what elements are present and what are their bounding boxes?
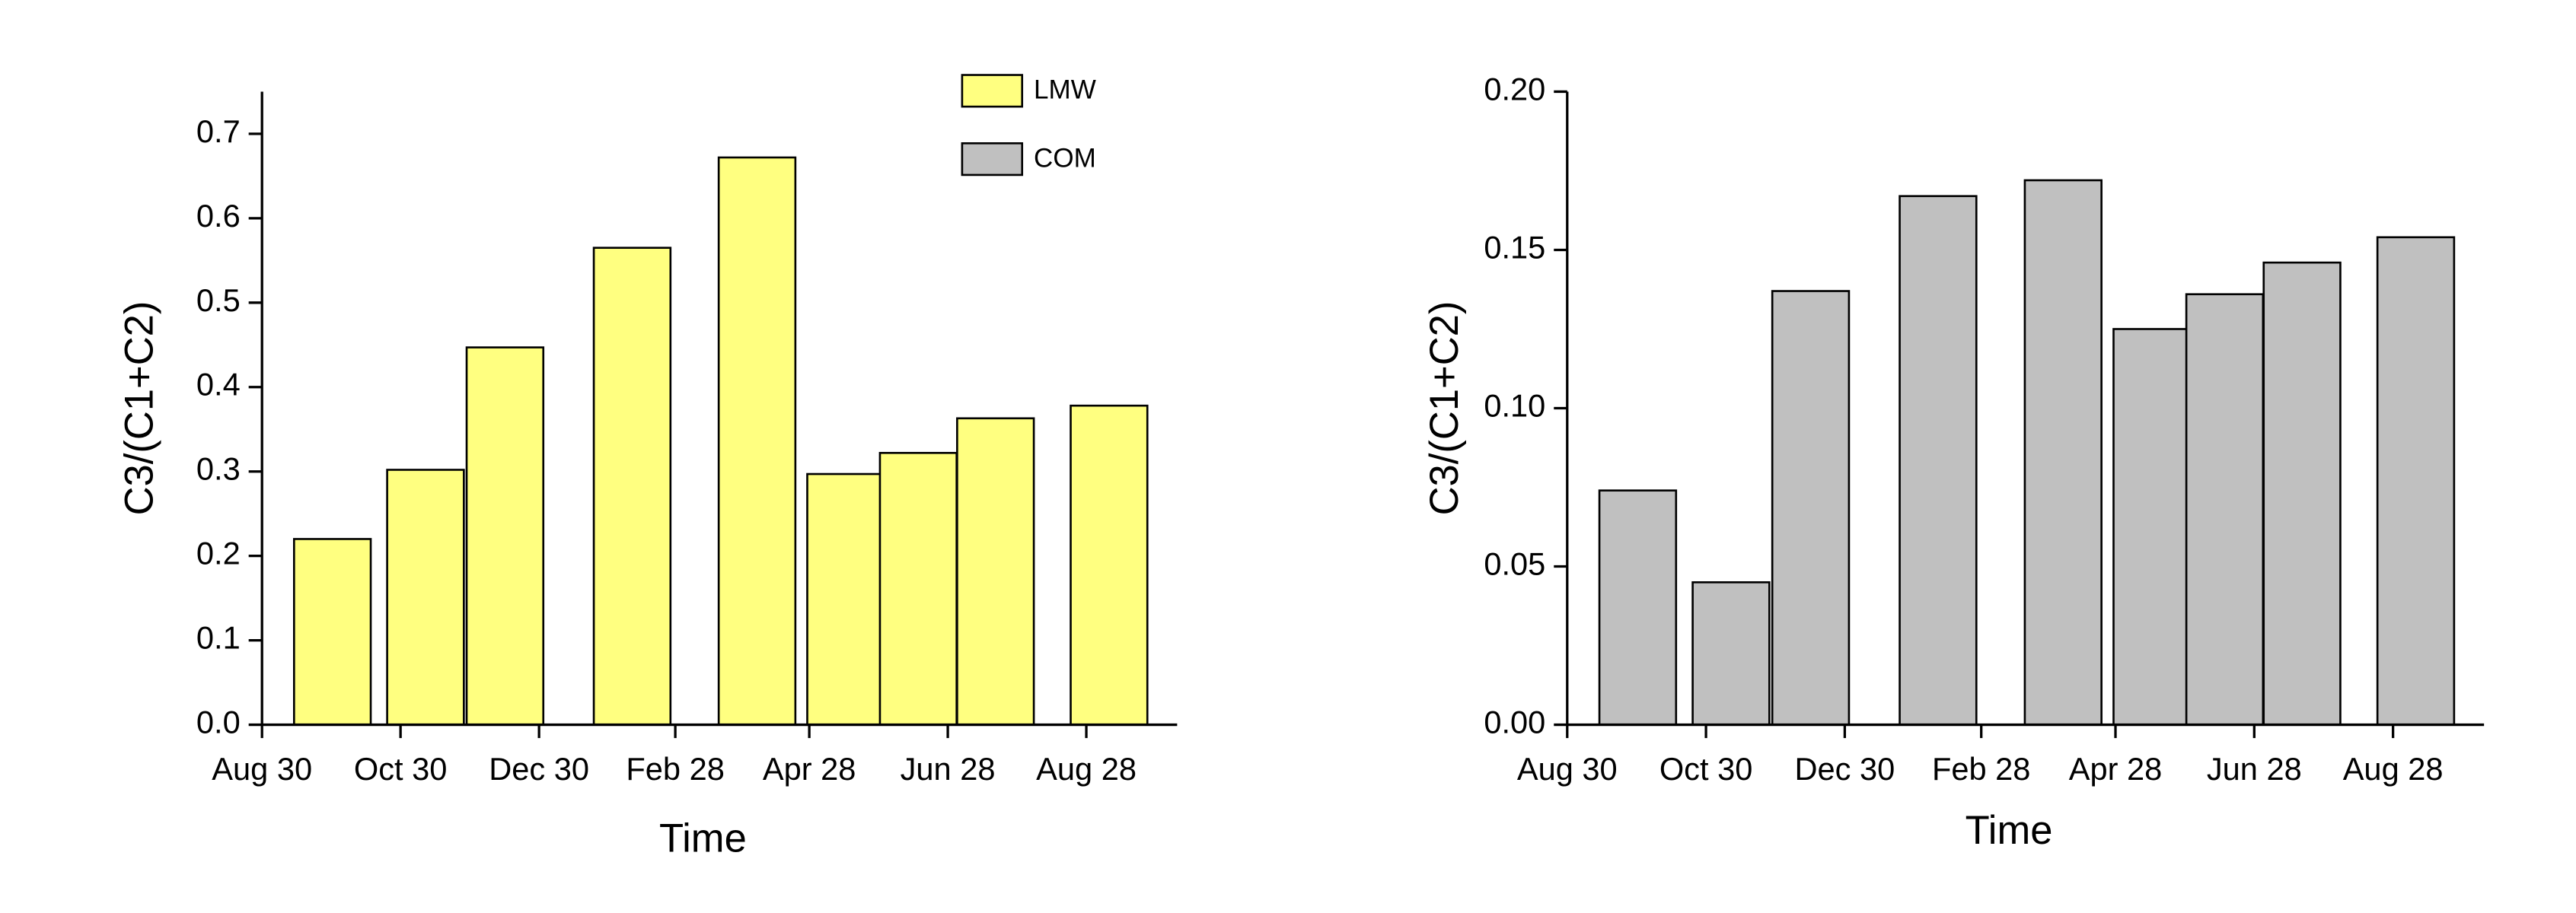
y-tick-label: 0.5 [196, 282, 241, 318]
bar [1691, 581, 1771, 726]
bar [806, 472, 885, 726]
bar [1598, 489, 1678, 726]
x-tick-label: Jun 28 [901, 751, 996, 787]
bar [717, 156, 797, 726]
legend-swatch [961, 142, 1024, 177]
x-tick-label: Aug 30 [1517, 751, 1618, 787]
chart: 0.00 0.05 0.10 0.15 0.20 Aug 30 Oct 30 Dec 30 Fe… [1422, 71, 2485, 853]
y-tick-label: 0.3 [196, 451, 241, 487]
x-tick-label: Aug 30 [212, 751, 312, 787]
bar [292, 538, 372, 726]
y-tick-label: 0.10 [1484, 387, 1545, 423]
x-tick-label: Dec 30 [489, 751, 589, 787]
y-tick-label: 0.4 [196, 367, 241, 402]
x-axis-title: Time [1965, 808, 2053, 853]
legend-swatch [961, 74, 1024, 108]
y-tick-label: 0.2 [196, 536, 241, 571]
x-tick-label: Oct 30 [354, 751, 448, 787]
x-tick-label: Feb 28 [626, 751, 725, 787]
y-tick-label: 0.15 [1484, 229, 1545, 265]
x-tick-label: Dec 30 [1794, 751, 1895, 787]
y-tick-label: 0.1 [196, 620, 241, 656]
legend-label: LMW [1034, 75, 1096, 105]
x-tick-label: Aug 28 [1036, 751, 1137, 787]
x-tick-label: Jun 28 [2207, 751, 2302, 787]
bar [2376, 236, 2456, 726]
bar [1771, 290, 1851, 726]
y-tick-label: 0.20 [1484, 71, 1545, 107]
bar [1070, 404, 1149, 726]
y-axis-title: C3/(C1+C2) [116, 301, 161, 516]
bar [2023, 179, 2103, 726]
x-axis-title: Time [659, 816, 747, 861]
bar [386, 469, 465, 726]
x-tick-label: Feb 28 [1932, 751, 2030, 787]
y-axis-title: C3/(C1+C2) [1422, 301, 1467, 516]
y-tick-label: 0.00 [1484, 705, 1545, 740]
legend-label: COM [1034, 143, 1096, 173]
x-tick-label: Apr 28 [2069, 751, 2163, 787]
y-tick-label: 0.05 [1484, 546, 1545, 582]
x-tick-label: Aug 28 [2343, 751, 2444, 787]
bar [2112, 328, 2192, 726]
bar [592, 247, 672, 726]
bar [1899, 195, 1978, 726]
chart: 0.0 0.1 0.2 0.3 0.4 0.5 0.6 0.7 Aug 30 Oct 30 Dec … [116, 74, 1178, 861]
bar [878, 451, 958, 726]
bar [465, 346, 545, 726]
bar [2262, 261, 2342, 726]
bar [956, 417, 1035, 726]
y-tick-label: 0.7 [196, 113, 241, 149]
y-tick-label: 0.6 [196, 198, 241, 234]
bar [2185, 293, 2265, 726]
x-tick-label: Apr 28 [763, 751, 856, 787]
y-tick-label: 0.0 [196, 705, 241, 740]
x-tick-label: Oct 30 [1659, 751, 1753, 787]
